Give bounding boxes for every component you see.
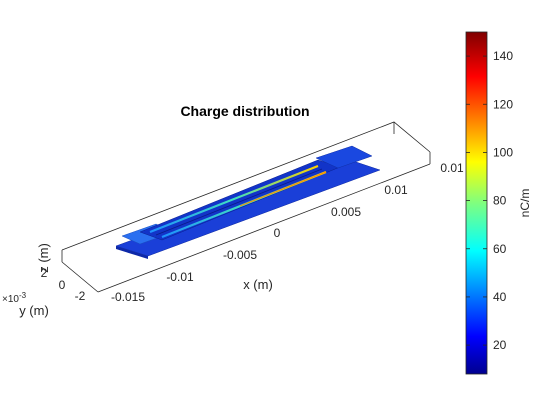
x-tick-label: 0.005	[331, 205, 361, 219]
colorbar: 20 40 60 80 100 120 140 nC/m	[465, 31, 532, 375]
y-exponent-power: -3	[19, 291, 27, 300]
axes-box	[61, 121, 431, 293]
y-tick-label: 2	[41, 266, 48, 280]
x-axis: -0.015 -0.01 -0.005 0 0.005 0.01 0.01 x …	[111, 161, 464, 304]
right-end-patch	[315, 145, 373, 169]
colorbar-ticks: 20 40 60 80 100 120 140	[466, 49, 513, 352]
z-axis-label: z (m)	[36, 243, 51, 273]
x-tick-label: -0.01	[166, 270, 194, 284]
colorbar-tick-label: 40	[493, 290, 507, 304]
colorbar-tick-label: 100	[493, 145, 513, 159]
coupled-line-2-edge	[239, 171, 327, 207]
ground-plane-side	[116, 246, 148, 259]
y-axis-label: y (m)	[19, 303, 49, 318]
colorbar-tick-label: 120	[493, 97, 513, 111]
colorbar-tick-label: 80	[493, 194, 507, 208]
x-tick-label: 0.01	[440, 161, 464, 175]
colorbar-tick-label: 140	[493, 49, 513, 63]
x-tick-label: 0.01	[384, 183, 408, 197]
substrate-strip	[139, 159, 341, 241]
x-axis-label: x (m)	[243, 277, 273, 292]
colorbar-tick-label: 60	[493, 242, 507, 256]
colorbar-gradient	[465, 31, 488, 375]
y-exponent-base: ×10	[2, 294, 19, 305]
colorbar-tick-label: 20	[493, 338, 507, 352]
y-axis-exponent: ×10-3	[2, 291, 27, 305]
y-tick-label: 0	[59, 278, 66, 292]
coupled-line-1	[149, 164, 319, 234]
y-axis: -2 0 2 ×10-3 y (m)	[2, 266, 86, 318]
y-tick-label: -2	[75, 289, 86, 303]
x-tick-label: -0.005	[223, 248, 257, 262]
x-tick-label: -0.015	[111, 290, 145, 304]
structure-geometry	[115, 145, 381, 259]
chart-title: Charge distribution	[180, 103, 309, 119]
coupled-line-inner	[155, 168, 323, 236]
x-tick-label: 0	[274, 226, 281, 240]
colorbar-label: nC/m	[518, 189, 532, 218]
